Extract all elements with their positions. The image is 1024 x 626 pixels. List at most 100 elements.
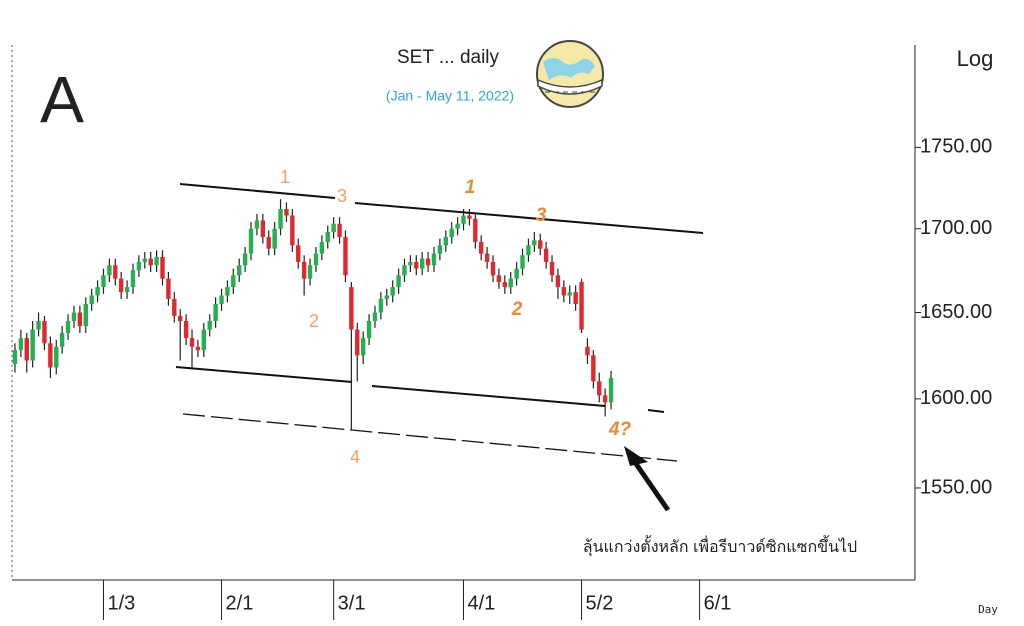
candle-body bbox=[172, 298, 177, 316]
y-tick-label: 1650.00 bbox=[920, 301, 992, 323]
candle-body bbox=[360, 338, 366, 356]
y-tick-label: 1550.00 bbox=[920, 476, 992, 498]
scale-label: Log bbox=[957, 46, 994, 71]
candle-body bbox=[414, 261, 419, 269]
candle-body bbox=[136, 261, 142, 271]
candle-body bbox=[496, 275, 502, 283]
candle-body bbox=[484, 253, 490, 262]
candle-body bbox=[195, 346, 201, 351]
candle-body bbox=[608, 377, 614, 403]
candle-body bbox=[343, 236, 348, 276]
candle-body bbox=[567, 292, 572, 296]
x-tick-label: 3/1 bbox=[338, 592, 366, 614]
candle-body bbox=[160, 256, 165, 279]
candle-body bbox=[384, 295, 389, 299]
candle-body bbox=[242, 253, 248, 266]
candle-body bbox=[585, 346, 590, 356]
annotation: 2 bbox=[309, 311, 319, 331]
annotation: 4 bbox=[350, 447, 360, 467]
annotation: ลุ้นแกว่งตั้งหลัก เพื่อรีบาวด์ซิกแซกขึ้น… bbox=[583, 535, 857, 557]
logo bbox=[536, 40, 604, 108]
candle-body bbox=[18, 338, 24, 351]
candle-body bbox=[36, 321, 41, 330]
x-tick-label: 2/1 bbox=[226, 592, 254, 614]
candle-body bbox=[118, 278, 124, 293]
y-tick-label: 1700.00 bbox=[920, 217, 992, 239]
candle-body bbox=[538, 240, 543, 249]
candle-body bbox=[284, 208, 289, 216]
candle-body bbox=[83, 304, 88, 327]
candle-body bbox=[254, 220, 260, 229]
candle-body bbox=[443, 236, 448, 246]
candle-body bbox=[455, 223, 460, 229]
candle-body bbox=[355, 329, 360, 356]
candle-body bbox=[573, 292, 578, 305]
candle-body bbox=[219, 295, 224, 305]
candle-body bbox=[183, 321, 189, 339]
candle-body bbox=[372, 312, 378, 322]
candle-body bbox=[42, 321, 47, 344]
x-tick-label: 6/1 bbox=[704, 592, 732, 614]
candle-body bbox=[77, 312, 83, 327]
candle-body bbox=[502, 282, 508, 288]
candle-body bbox=[449, 228, 454, 237]
candle-body bbox=[89, 295, 94, 305]
candle-body bbox=[201, 329, 207, 351]
panel-label: A bbox=[40, 62, 84, 136]
candle-body bbox=[520, 255, 525, 269]
annotation: 3 bbox=[536, 205, 547, 226]
candle-body bbox=[237, 265, 242, 276]
candle-body bbox=[124, 287, 130, 293]
candle-body bbox=[248, 228, 254, 254]
candle-body bbox=[561, 287, 567, 296]
candle-body bbox=[54, 346, 59, 368]
candle-body bbox=[508, 278, 513, 288]
candle-body bbox=[366, 321, 372, 339]
candle-body bbox=[479, 241, 484, 254]
candle-body bbox=[549, 261, 555, 276]
x-axis-label: Day bbox=[978, 603, 998, 616]
candle-body bbox=[65, 321, 71, 333]
candle-body bbox=[213, 304, 218, 322]
candle-body bbox=[296, 245, 301, 262]
candle-body bbox=[154, 256, 159, 266]
candle-body bbox=[113, 265, 118, 279]
candle-body bbox=[71, 312, 77, 322]
chart-subtitle: (Jan - May 11, 2022) bbox=[386, 88, 514, 104]
arrow bbox=[624, 446, 671, 512]
candle-body bbox=[189, 338, 195, 347]
candle-body bbox=[514, 268, 519, 279]
candle-body bbox=[591, 355, 596, 382]
candle-body bbox=[437, 245, 443, 254]
candle-body bbox=[225, 287, 230, 296]
x-tick-label: 4/1 bbox=[468, 592, 496, 614]
y-tick-label: 1750.00 bbox=[920, 136, 992, 158]
candle-body bbox=[148, 258, 153, 266]
candle-body bbox=[526, 245, 531, 256]
annotation: 1 bbox=[280, 167, 290, 187]
candle-body bbox=[543, 248, 549, 262]
candle-body bbox=[130, 270, 136, 288]
candle-body bbox=[473, 218, 478, 242]
candle-body bbox=[319, 241, 325, 254]
candle-body bbox=[378, 298, 384, 313]
candle-body bbox=[461, 215, 466, 224]
candle-body bbox=[325, 232, 330, 242]
candle-body bbox=[490, 261, 496, 276]
candle-body bbox=[207, 321, 212, 330]
candle-body bbox=[166, 278, 171, 299]
annotation: 1 bbox=[465, 177, 476, 198]
candle-body bbox=[24, 338, 29, 361]
annotation: 4? bbox=[608, 419, 632, 440]
annotation: 2 bbox=[511, 299, 523, 320]
candle-body bbox=[307, 265, 313, 279]
candle-body bbox=[396, 275, 401, 288]
candle-body bbox=[48, 343, 53, 368]
candle-body bbox=[467, 215, 472, 219]
candle-body bbox=[337, 223, 342, 237]
candle-body bbox=[408, 261, 413, 266]
candle-body bbox=[301, 261, 307, 279]
candle-body bbox=[30, 329, 35, 361]
x-tick-label: 5/2 bbox=[586, 592, 614, 614]
